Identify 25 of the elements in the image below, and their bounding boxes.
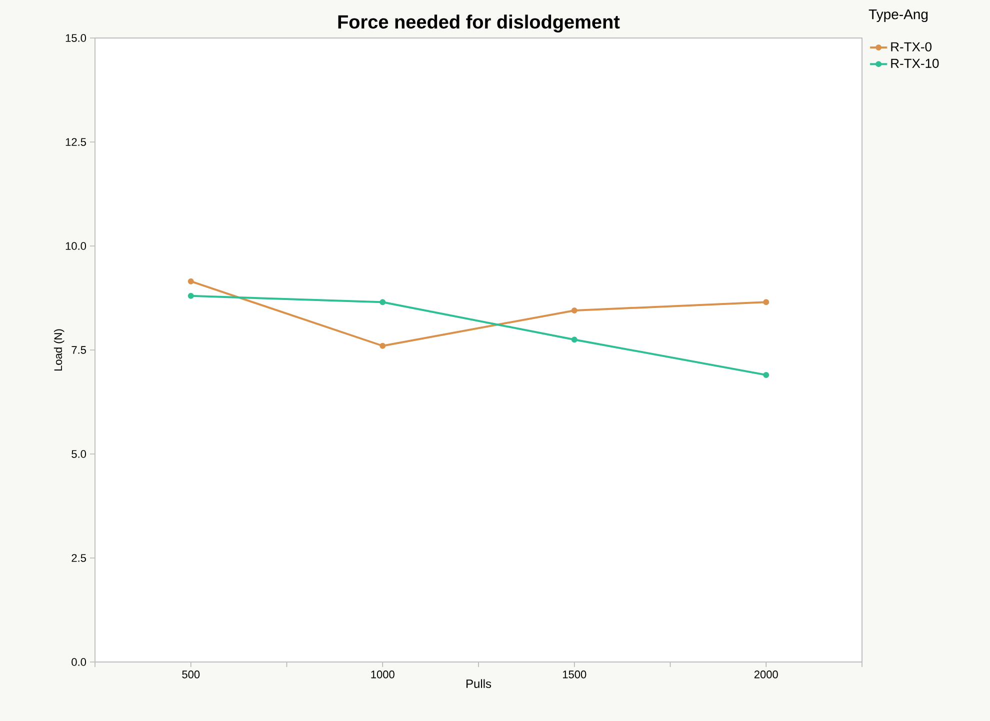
x-tick-label: 1500 [562,670,586,678]
x-tick-label: 2000 [754,670,778,678]
y-tick-label: 10.0 [66,242,86,250]
y-tick-label: 0.0 [72,658,86,666]
y-tick-label: 5.0 [72,450,86,458]
legend-title: Type-Ang [868,10,928,22]
y-tick-label: 15.0 [66,34,86,42]
y-tick-label: 7.5 [72,346,86,354]
point [763,372,770,378]
legend-label: R-TX-10 [891,58,939,68]
y-tick-label: 12.5 [66,138,86,146]
point [763,299,770,306]
legend-label: R-TX-0 [891,42,932,52]
point [380,299,386,306]
x-tick-label: 500 [182,670,200,678]
y-axis-title: Load (N) [54,329,64,370]
point [380,342,386,349]
point [571,336,578,343]
point [188,292,194,299]
point [188,278,194,284]
x-axis-title: Pulls [466,679,492,688]
y-tick-label: 2.5 [72,554,86,562]
point [571,307,578,314]
x-tick-label: 1000 [371,670,394,678]
chart-title: Force needed for dislodgement [338,14,620,32]
